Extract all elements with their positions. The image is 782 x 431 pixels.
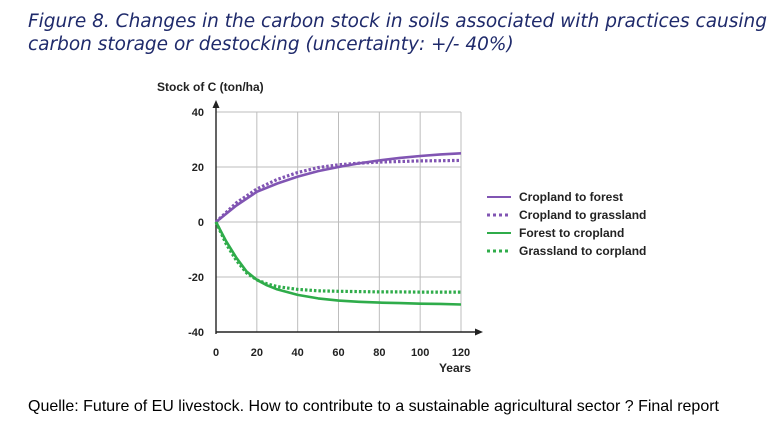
legend: Cropland to forest Cropland to grassland F… — [487, 190, 646, 258]
series-lines — [214, 152, 462, 306]
series-line-grassland-to-corpland — [214, 221, 461, 294]
y-tick-label: -40 — [188, 327, 204, 339]
y-tick-label: 0 — [198, 217, 204, 229]
x-tick-label: 80 — [373, 347, 385, 359]
figure-caption: Figure 8. Changes in the carbon stock in… — [28, 11, 768, 55]
source-note: Quelle: Future of EU livestock. How to c… — [28, 398, 719, 415]
legend-label: Forest to cropland — [519, 226, 624, 240]
x-tick-label: 40 — [292, 347, 304, 359]
legend-label: Cropland to grassland — [519, 208, 646, 222]
y-tick-label: 40 — [192, 107, 204, 119]
axes — [212, 100, 483, 336]
x-tick-label: 120 — [452, 347, 470, 359]
y-tick-label: 20 — [192, 162, 204, 174]
grid-lines — [216, 111, 462, 332]
tick-labels: 40 20 0 -20 -40 0 20 40 60 80 100 120 — [188, 107, 470, 359]
x-tick-label: 100 — [411, 347, 429, 359]
x-tick-label: 0 — [213, 347, 219, 359]
legend-label: Grassland to corpland — [519, 244, 646, 258]
x-axis-arrow — [475, 328, 483, 336]
y-tick-label: -20 — [188, 272, 204, 284]
legend-label: Cropland to forest — [519, 190, 623, 204]
y-axis-label: Stock of C (ton/ha) — [157, 80, 264, 94]
x-tick-label: 20 — [251, 347, 263, 359]
y-axis-arrow — [212, 100, 220, 108]
series-line-cropland-to-forest — [215, 152, 462, 224]
x-axis-label: Years — [439, 361, 471, 375]
x-tick-label: 60 — [332, 347, 344, 359]
